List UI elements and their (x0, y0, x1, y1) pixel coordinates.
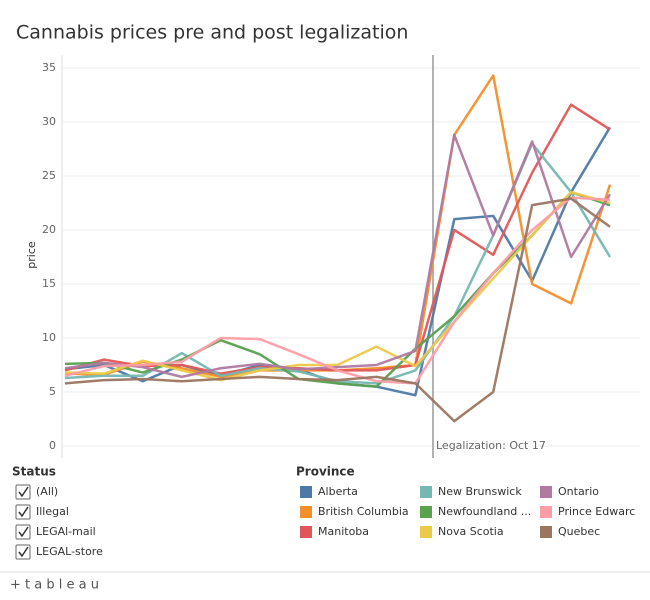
series-line (64, 197, 611, 423)
legend-label: New Brunswick (438, 485, 522, 498)
checkmark (18, 546, 29, 558)
legend-label: Manitoba (318, 525, 369, 538)
checkmark (18, 506, 29, 518)
legend-label: Alberta (318, 485, 358, 498)
legend-label: Newfoundland ... (438, 505, 531, 518)
filter-title: Status (12, 465, 56, 479)
filter-option[interactable]: LEGAl-mail (36, 525, 96, 538)
legend-label: Prince Edwarc (558, 505, 635, 518)
legend-label: Quebec (558, 525, 600, 538)
legend-swatch (540, 486, 552, 498)
y-tick-label: 0 (49, 439, 56, 452)
y-axis-label: price (25, 241, 38, 269)
legend-swatch (540, 526, 552, 538)
reference-label: Legalization: Oct 17 (436, 439, 546, 452)
legend-swatch (300, 506, 312, 518)
legend-swatch (420, 526, 432, 538)
legend-label: British Columbia (318, 505, 409, 518)
y-tick-label: 30 (42, 115, 56, 128)
filter-option[interactable]: (All) (36, 485, 58, 498)
y-tick-label: 20 (42, 223, 56, 236)
legend-swatch (300, 526, 312, 538)
y-tick-label: 15 (42, 277, 56, 290)
series-line (64, 133, 612, 379)
y-tick-label: 5 (49, 385, 56, 398)
y-tick-label: 35 (42, 61, 56, 74)
legend-swatch (420, 506, 432, 518)
footer-logo: + t a b l e a u (10, 578, 99, 593)
legend-label: Nova Scotia (438, 525, 504, 538)
legend-swatch (420, 486, 432, 498)
filter-option[interactable]: LEGAL-store (36, 545, 103, 558)
chart-title: Cannabis prices pre and post legalizatio… (16, 22, 408, 44)
legend-label: Ontario (558, 485, 599, 498)
series-line (64, 196, 611, 385)
checkmark (18, 526, 29, 538)
legend-title: Province (296, 465, 355, 479)
y-tick-label: 25 (42, 169, 56, 182)
checkmark (18, 486, 29, 498)
filter-option[interactable]: Illegal (36, 505, 69, 518)
legend-swatch (300, 486, 312, 498)
y-tick-label: 10 (42, 331, 56, 344)
legend-swatch (540, 506, 552, 518)
